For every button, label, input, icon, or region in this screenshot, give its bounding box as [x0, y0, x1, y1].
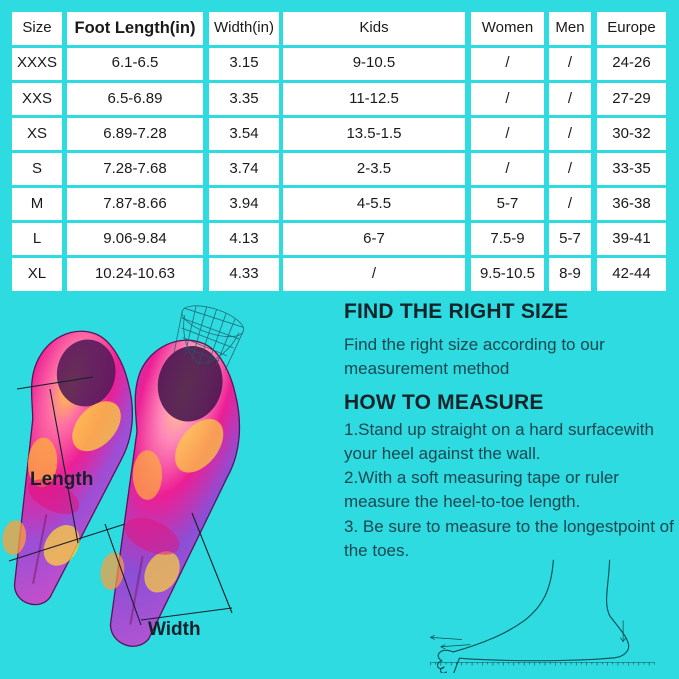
svg-text:Length: Length	[30, 469, 93, 490]
svg-text:Width: Width	[148, 619, 201, 640]
